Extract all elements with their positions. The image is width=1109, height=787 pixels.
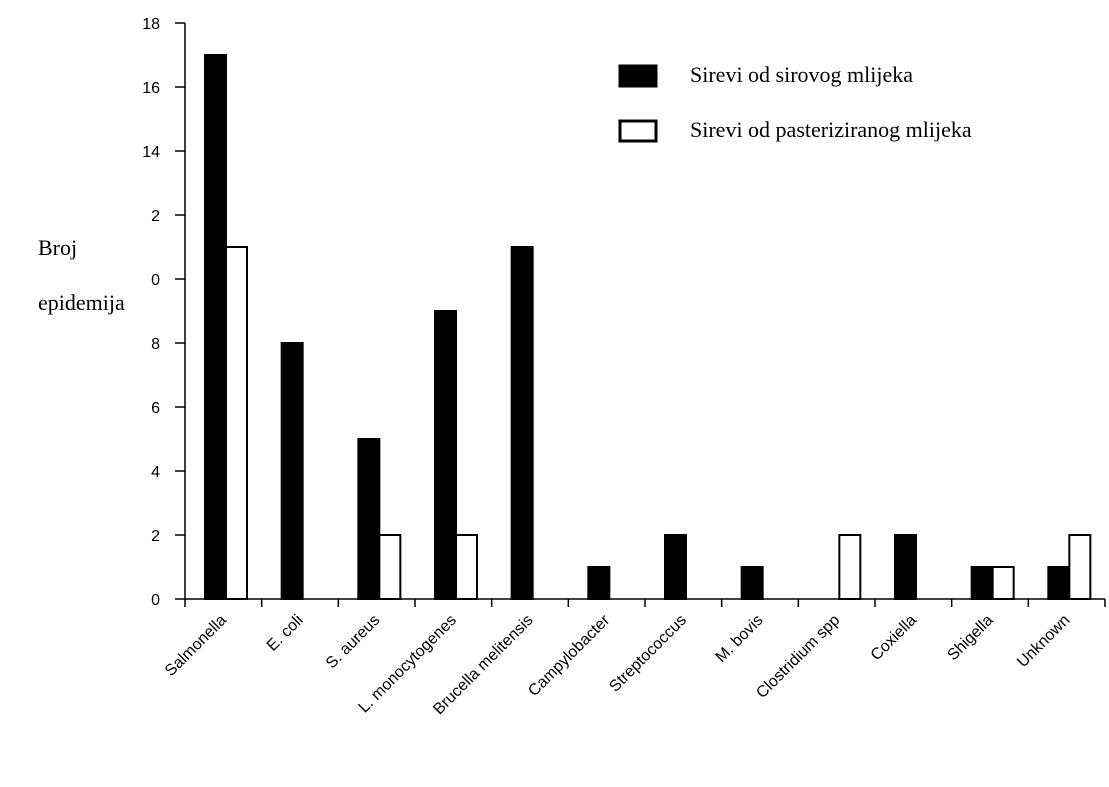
y-tick-label: 4 <box>151 464 160 481</box>
bar <box>740 566 764 600</box>
bar <box>587 566 611 600</box>
y-tick-label: 16 <box>142 80 160 97</box>
x-tick-label: Unknown <box>1014 612 1073 671</box>
y-tick-label: 18 <box>142 16 160 33</box>
bar <box>510 246 534 600</box>
x-tick-label: Shigella <box>944 612 996 664</box>
bar <box>204 54 227 600</box>
bar <box>894 534 917 600</box>
y-tick-label: 2 <box>151 208 160 225</box>
y-tick-label: 0 <box>151 272 160 289</box>
x-tick-label: Campylobacter <box>525 611 614 700</box>
bar <box>1068 534 1092 600</box>
y-tick-label: 0 <box>151 592 160 609</box>
legend-label: Sirevi od pasteriziranog mlijeka <box>690 117 972 142</box>
y-tick-label: 2 <box>151 528 160 545</box>
legend-label: Sirevi od sirovog mlijeka <box>690 62 913 87</box>
bar <box>280 342 304 600</box>
y-tick-label: 8 <box>151 336 160 353</box>
y-axis-label: epidemija <box>38 290 125 315</box>
bar <box>378 534 402 600</box>
y-axis-label: Broj <box>38 235 77 260</box>
bar <box>357 438 381 600</box>
x-tick-label: S. aureus <box>323 612 383 672</box>
x-tick-label: Streptococcus <box>606 612 690 696</box>
bar <box>991 566 1015 600</box>
legend-swatch <box>618 119 658 143</box>
y-tick-label: 14 <box>142 144 160 161</box>
legend-swatch <box>618 64 658 88</box>
x-tick-label: Clostridium spp <box>753 612 843 702</box>
x-tick-label: M. bovis <box>713 612 767 666</box>
bar <box>434 310 457 600</box>
bar <box>1047 566 1071 600</box>
x-tick-label: Coxiella <box>868 612 920 664</box>
x-tick-label: Salmonella <box>162 612 230 680</box>
x-tick-label: E. coli <box>264 612 307 655</box>
bar <box>455 534 478 600</box>
y-tick-label: 6 <box>151 400 160 417</box>
bar <box>664 534 687 600</box>
bar <box>970 566 994 600</box>
bar <box>225 246 248 600</box>
bar <box>838 534 862 600</box>
